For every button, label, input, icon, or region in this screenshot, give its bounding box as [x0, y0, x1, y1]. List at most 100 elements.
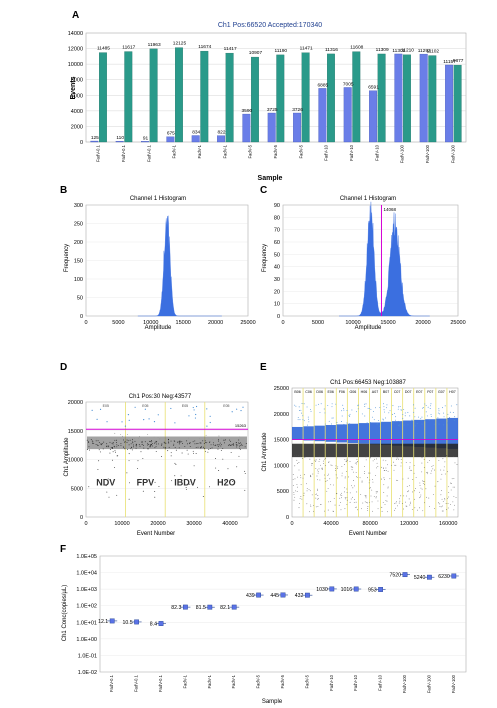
panel-d-droplet-point	[205, 434, 207, 436]
panel-e-rain-droplet	[423, 459, 425, 461]
panel-f-data-point	[182, 604, 188, 610]
panel-d-droplet-point	[112, 442, 114, 444]
panel-d-droplet-point	[168, 446, 170, 448]
panel-d-droplet-point	[88, 449, 90, 451]
panel-e-positive-droplet	[346, 422, 348, 424]
panel-e-rain-droplet	[355, 501, 357, 503]
panel-e-rain-droplet	[300, 474, 302, 476]
panel-f-log-scatter: Ch1 Conc(copies/µL) Sample 1.0E+05 1.0E+0…	[62, 554, 467, 705]
panel-e-negative-band	[292, 443, 304, 458]
panel-e-rain-droplet	[352, 471, 354, 473]
panel-d-positive-droplet	[99, 408, 102, 410]
panel-e-rain-droplet	[333, 498, 335, 499]
panel-e-positive-band	[413, 419, 425, 447]
panel-b-xtick-label: 0	[84, 320, 87, 326]
panel-e-well-label: E07	[416, 390, 422, 394]
panel-e-positive-droplet	[367, 407, 369, 409]
panel-e-rain-droplet	[375, 491, 377, 492]
panel-e-positive-droplet	[397, 420, 399, 422]
panel-e-rain-droplet	[432, 494, 434, 495]
panel-e-rain-droplet	[386, 511, 388, 513]
panel-c-histogram-area	[339, 201, 430, 317]
panel-e-rain-droplet	[337, 467, 339, 469]
panel-d-droplet-point	[120, 444, 122, 446]
panel-d-droplet-point	[137, 467, 138, 469]
panel-d-droplet-point	[128, 444, 130, 446]
panel-f-data-label: 6230	[438, 574, 450, 580]
panel-e-positive-band	[358, 423, 370, 444]
panel-f-data-point	[451, 573, 457, 579]
panel-d-droplet-point	[115, 451, 116, 453]
panel-e-rain-droplet	[393, 461, 395, 463]
panel-e-positive-droplet	[385, 407, 387, 409]
panel-d-droplet-point	[178, 443, 180, 445]
panel-f-data-label: 12.1	[98, 619, 108, 625]
panel-d-droplet-point	[155, 450, 157, 452]
panel-c-ytick-label: 60	[274, 240, 280, 246]
panel-e-rain-droplet	[367, 510, 369, 511]
panel-a-bar-chart: Ch1 Pos:66520 Accepted:170340 Events Sam…	[68, 22, 467, 182]
panel-d-droplet-point	[116, 442, 118, 444]
panel-e-positive-droplet	[414, 416, 416, 418]
panel-d-droplet-point	[156, 440, 158, 442]
panel-d-droplet-point	[208, 449, 210, 450]
panel-e-rain-droplet	[344, 508, 346, 510]
panel-e-positive-droplet	[372, 411, 374, 412]
panel-e-rain-droplet	[423, 481, 425, 483]
panel-e-rain-droplet	[432, 456, 433, 458]
panel-d-droplet-point	[155, 446, 157, 448]
panel-e-rain-droplet	[446, 509, 447, 511]
panel-e-rain-droplet	[386, 500, 388, 502]
panel-e-rain-droplet	[375, 475, 376, 476]
panel-e-rain-droplet	[299, 503, 300, 504]
panel-d-droplet-point	[120, 442, 122, 444]
panel-e-positive-droplet	[421, 407, 423, 409]
panel-d-droplet-point	[180, 475, 182, 477]
panel-e-rain-droplet	[446, 498, 448, 499]
panel-e-positive-droplet	[370, 408, 372, 410]
panel-a-bar-total	[276, 54, 285, 143]
panel-e-rain-droplet	[440, 469, 442, 471]
panel-d-positive-droplet	[192, 406, 194, 409]
panel-b-title: Channel 1 Histogram	[130, 196, 186, 202]
panel-c-histogram: Channel 1 Histogram Frequency Amplitude …	[262, 196, 466, 331]
panel-d-droplet-point	[203, 446, 205, 448]
panel-e-positive-band	[402, 420, 414, 447]
panel-e-rain-droplet	[450, 482, 452, 484]
panel-a-xtick-label: FadV-5	[298, 144, 303, 158]
panel-d-group-label: IBDV	[174, 477, 196, 487]
panel-a-data-label: 3590	[242, 108, 253, 114]
panel-d-droplet-point	[195, 453, 197, 455]
panel-d-droplet-point	[151, 442, 153, 444]
panel-f-xtick-label: FadV-5	[256, 674, 261, 688]
panel-e-positive-droplet	[342, 404, 344, 406]
panel-e-rain-droplet	[363, 473, 365, 474]
panel-d-droplet-point	[174, 446, 176, 448]
panel-e-positive-droplet	[364, 406, 366, 407]
panel-e-rain-droplet	[409, 501, 411, 503]
panel-d-droplet-point	[189, 483, 191, 485]
panel-e-rain-droplet	[395, 507, 396, 509]
panel-e-xtick-label: 0	[290, 521, 293, 527]
panel-e-rain-droplet	[381, 466, 382, 468]
panel-e-positive-droplet	[447, 422, 448, 424]
panel-e-rain-droplet	[317, 470, 319, 472]
panel-a-bar-total	[327, 53, 335, 143]
panel-e-positive-droplet	[403, 409, 405, 410]
panel-d-droplet-point	[112, 451, 114, 453]
panel-e-rain-droplet	[352, 496, 353, 498]
panel-d-droplet-point	[111, 442, 113, 444]
panel-d-droplet-point	[130, 448, 132, 450]
panel-f-data-label: 432	[295, 593, 304, 599]
panel-d-droplet-point	[175, 449, 177, 451]
panel-f-data-label: 953	[368, 587, 377, 593]
panel-d-droplet-point	[204, 442, 206, 443]
panel-e-rain-droplet	[419, 497, 420, 499]
panel-e-rain-droplet	[364, 501, 366, 503]
panel-d-droplet-point	[111, 459, 113, 461]
panel-e-ytick-label: 25000	[274, 386, 289, 392]
panel-e-negative-band	[358, 443, 370, 458]
panel-d-ytick-label: 0	[80, 515, 83, 521]
panel-d-droplet-point	[98, 442, 100, 444]
panel-e-positive-droplet	[437, 412, 439, 414]
